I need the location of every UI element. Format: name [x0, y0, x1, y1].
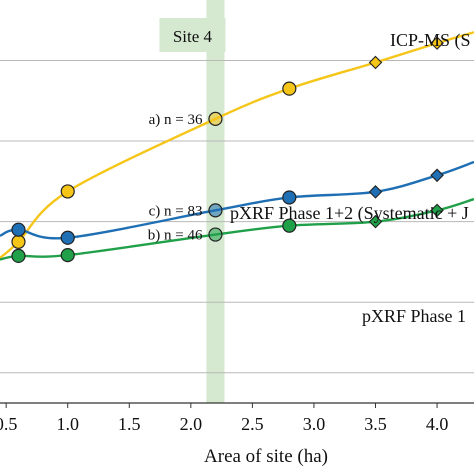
- series-0-diamond-point: [368, 55, 383, 70]
- series-2-circle-point: [208, 227, 223, 242]
- series-label-0: ICP-MS (S: [390, 30, 471, 51]
- series-line-1: [0, 160, 474, 240]
- annotation-label: a) n = 36: [149, 112, 203, 128]
- series-1-diamond-point: [430, 168, 444, 183]
- series-1-circle-point: [11, 222, 26, 237]
- x-axis-label: Area of site (ha): [204, 446, 328, 467]
- series-2-circle-point: [282, 218, 297, 233]
- series-0-circle-point: [60, 184, 75, 199]
- series-0-circle-point: [208, 111, 223, 126]
- series-1-diamond-point: [368, 185, 383, 199]
- x-tick-label: 0.5: [0, 414, 17, 434]
- annotation-label: c) n = 83: [149, 203, 203, 219]
- x-tick-label: 3.5: [364, 414, 387, 434]
- series-1-circle-point: [60, 230, 75, 245]
- site-highlight-label: Site 4: [173, 27, 213, 46]
- x-tick-label: 2.0: [180, 414, 203, 434]
- x-tick-label: 1.5: [118, 414, 141, 434]
- series-0-diamond-point: [430, 36, 444, 50]
- series-label-2: pXRF Phase 1: [362, 306, 466, 326]
- series-2-circle-point: [60, 247, 75, 263]
- x-tick-label: 2.5: [241, 414, 264, 434]
- series-line-2: [0, 197, 474, 261]
- series-1-circle-point: [282, 190, 297, 205]
- x-tick-label: 1.0: [56, 414, 79, 434]
- series-0-circle-point: [11, 234, 26, 249]
- x-tick-label: 4.0: [426, 414, 449, 434]
- site-highlight-label-box: [159, 18, 226, 52]
- series-2-diamond-point: [430, 203, 444, 218]
- series-2-circle-point: [11, 248, 26, 264]
- annotation-label: b) n = 46: [148, 228, 203, 244]
- series-0-circle-point: [282, 81, 297, 96]
- series-1-circle-point: [208, 203, 223, 218]
- series-2-diamond-point: [368, 214, 383, 229]
- series-label-1: pXRF Phase 1+2 (Systematic + J: [230, 203, 469, 224]
- series-line-0: [0, 31, 474, 259]
- x-tick-label: 3.0: [303, 414, 326, 434]
